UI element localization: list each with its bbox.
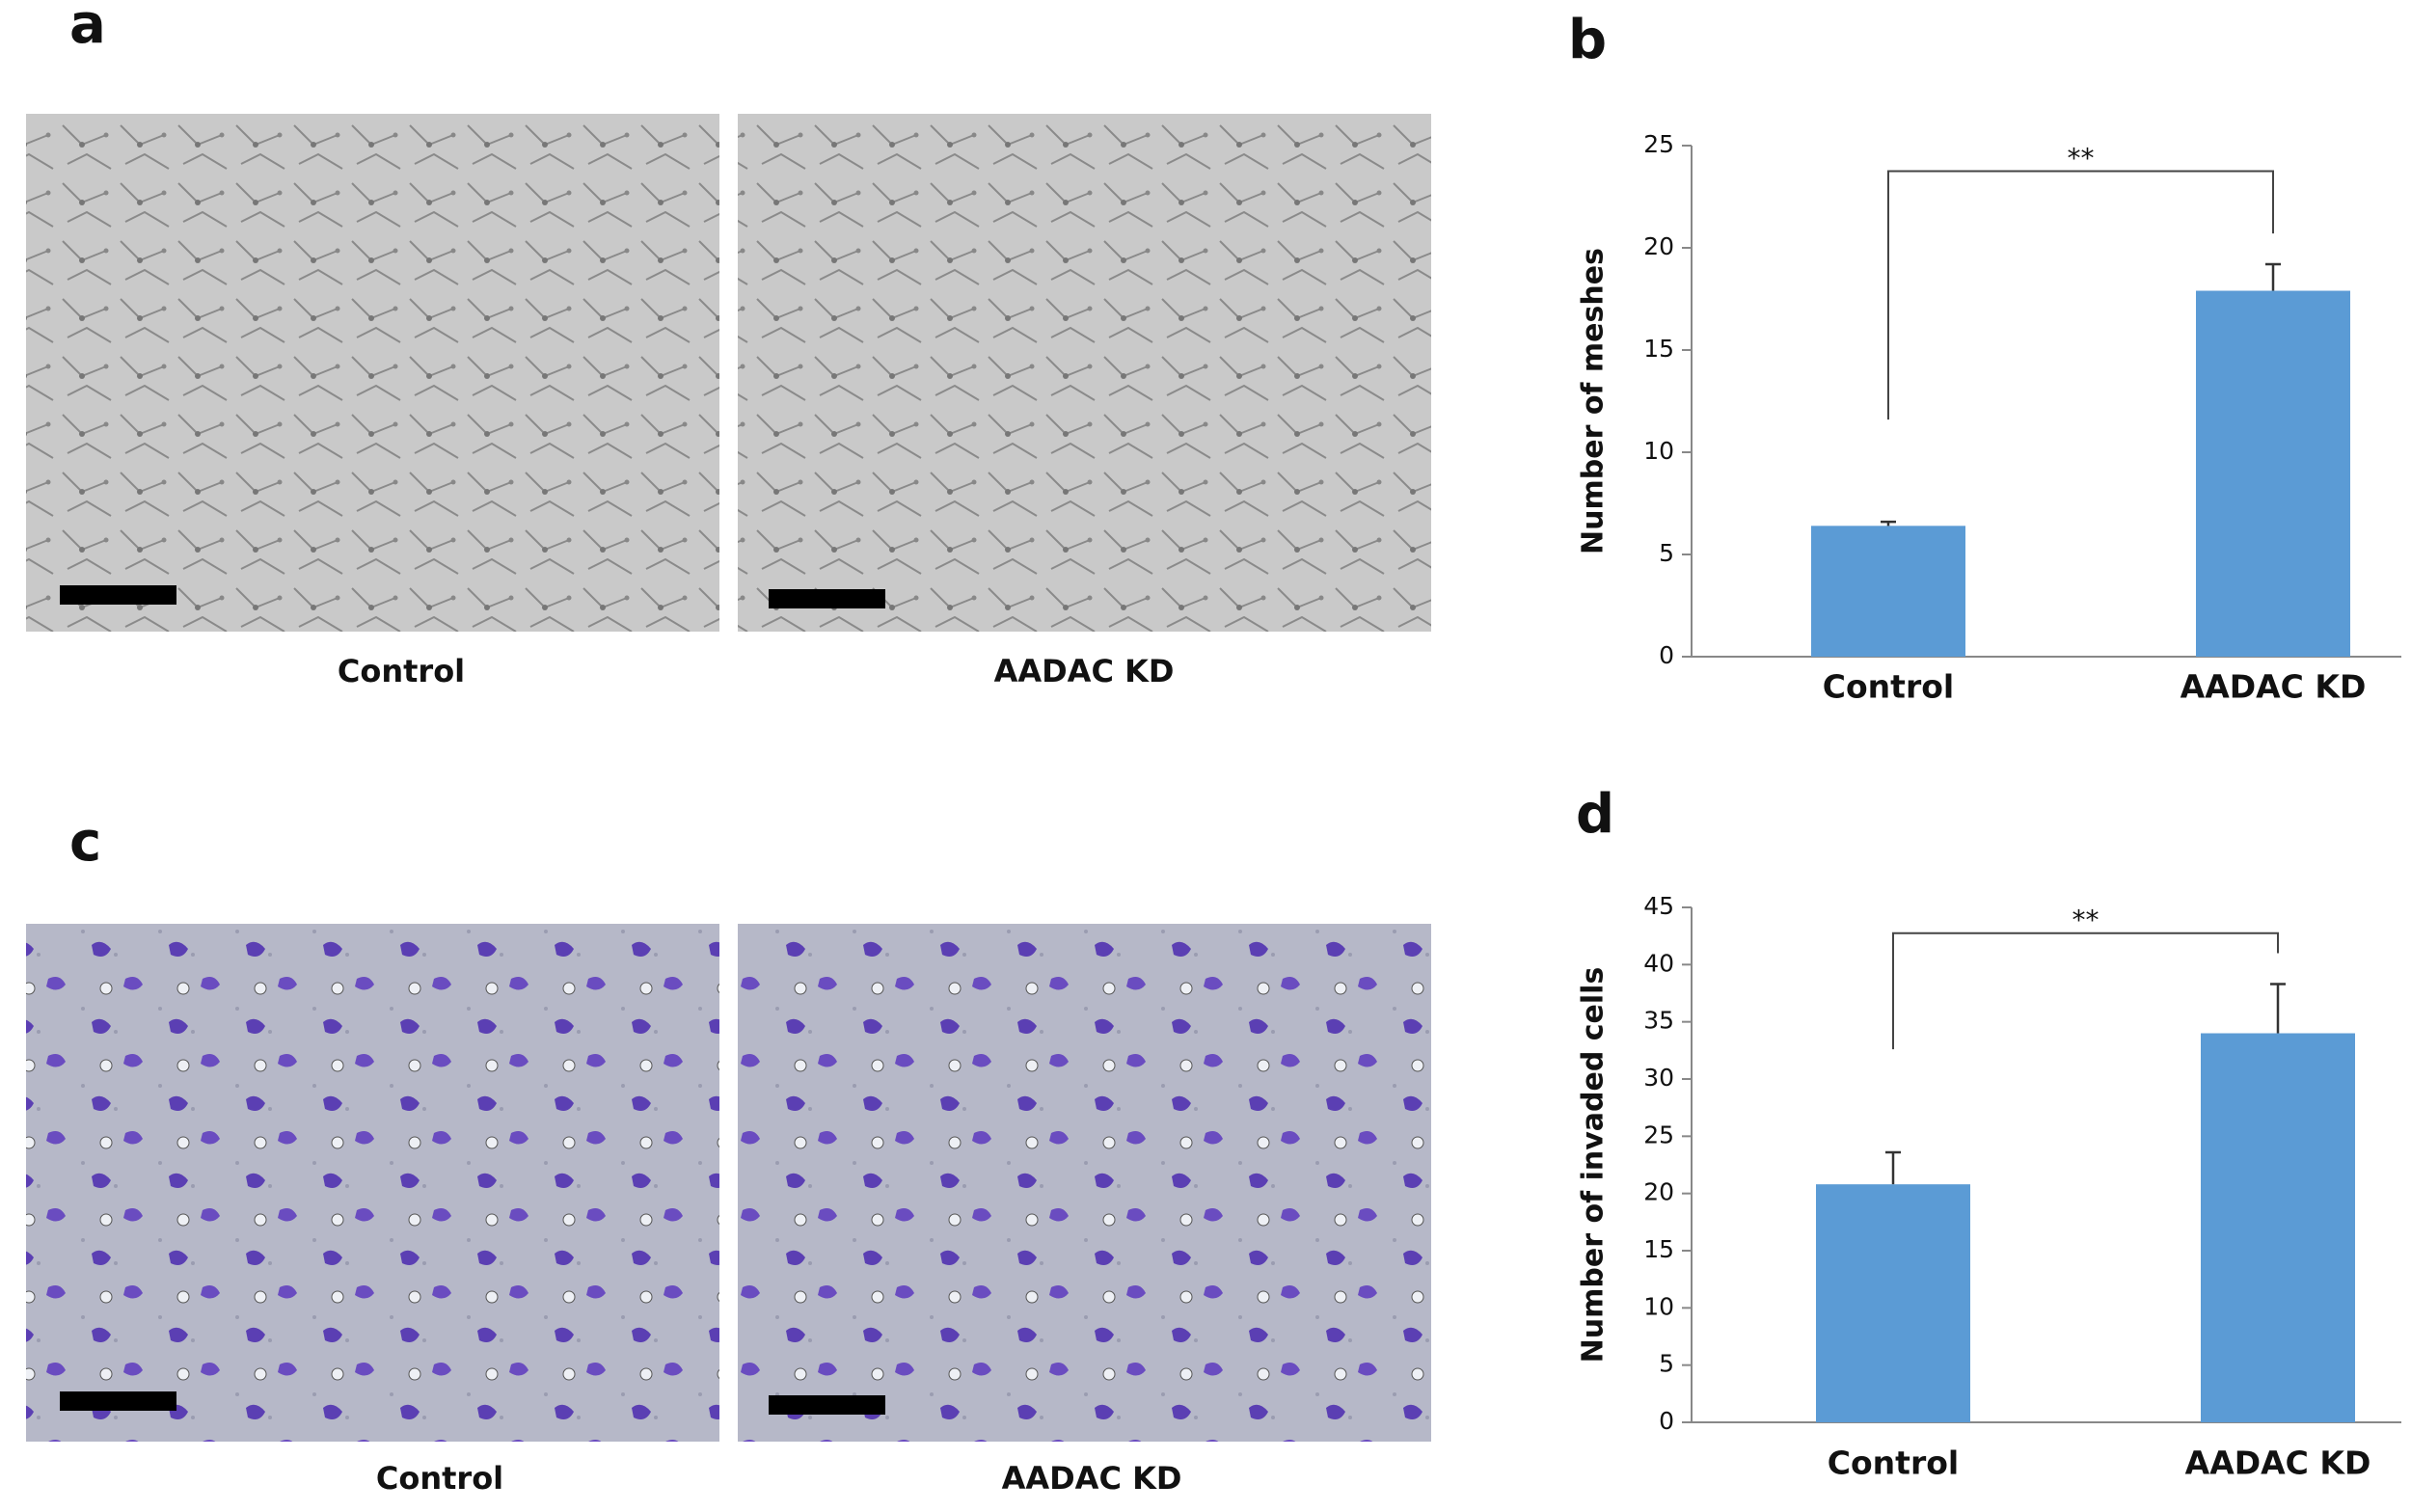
y-axis-label: Number of meshes [1577,248,1611,554]
significance-label: ** [2072,904,2099,936]
significance-bracket [1892,932,2279,1050]
y-tick-label: 25 [1643,1120,1674,1148]
y-tick-label: 40 [1643,949,1674,977]
y-tick-label: 15 [1643,1235,1674,1263]
y-axis-label: Number of invaded cells [1577,967,1611,1364]
bar [1816,1184,1970,1422]
bar [1811,526,1965,657]
scale-bar [60,1391,176,1411]
scale-bar [769,1395,885,1415]
y-tick-label: 20 [1643,1178,1674,1206]
y-tick-label: 35 [1643,1007,1674,1035]
bar [2196,290,2350,657]
significance-bracket [1887,170,2274,420]
y-tick-label: 25 [1643,130,1674,158]
image-caption: Control [338,653,465,689]
y-tick-label: 0 [1659,1407,1674,1435]
micrograph [26,924,719,1442]
scale-bar [769,589,885,608]
error-bar [1885,1150,1901,1185]
panel-label: b [1568,9,1607,71]
y-tick-label: 20 [1643,232,1674,260]
micrograph [26,114,719,632]
image-caption: AADAC KD [994,653,1175,689]
scale-bar [60,585,176,605]
y-tick-label: 45 [1643,892,1674,920]
y-tick-label: 10 [1643,1292,1674,1320]
y-tick-label: 5 [1659,1350,1674,1378]
y-tick-label: 0 [1659,641,1674,669]
error-bar [2265,262,2281,291]
panel-label: d [1576,783,1614,846]
y-tick-label: 15 [1643,335,1674,363]
image-caption: AADAC KD [1002,1460,1182,1497]
x-tick-label: AADAC KD [2185,1444,2371,1482]
error-bar [1881,520,1896,526]
y-tick-label: 30 [1643,1064,1674,1092]
x-tick-label: Control [1828,1444,1959,1482]
bar [2201,1033,2355,1422]
y-tick-label: 5 [1659,539,1674,567]
x-tick-label: AADAC KD [2181,668,2367,706]
error-bar [2270,983,2286,1034]
micrograph [738,114,1431,632]
panel-label: c [69,811,101,874]
micrograph [738,924,1431,1442]
significance-label: ** [2068,143,2095,175]
x-tick-label: Control [1823,668,1954,706]
image-caption: Control [376,1460,503,1497]
y-tick-label: 10 [1643,437,1674,465]
panel-label: a [69,0,106,56]
